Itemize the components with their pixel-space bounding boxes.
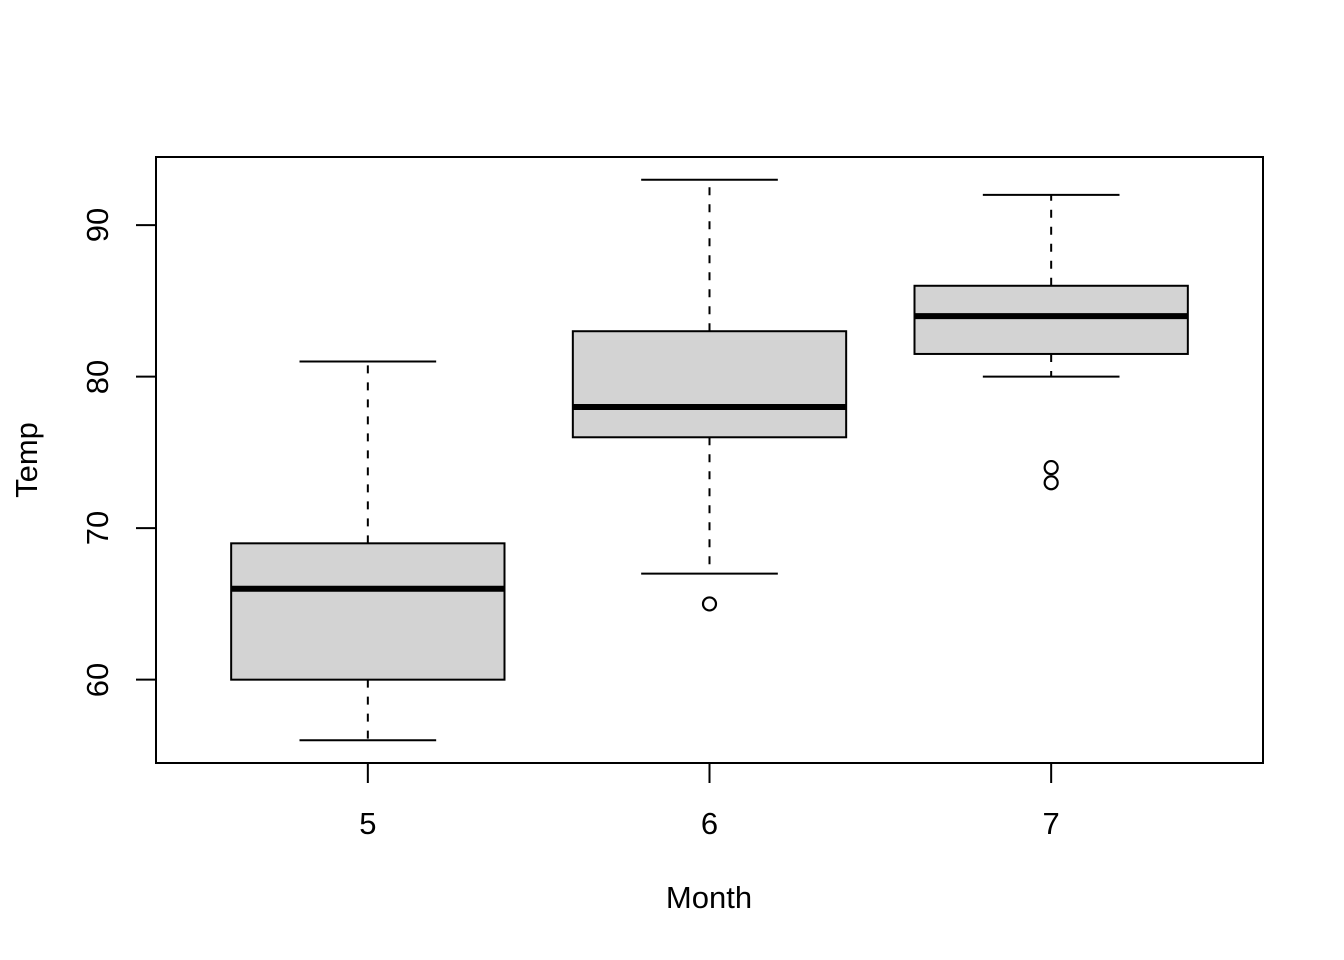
y-tick-label: 80 bbox=[80, 359, 115, 394]
box-rect bbox=[571, 330, 848, 439]
outlier-point bbox=[1043, 459, 1059, 476]
box-rect bbox=[230, 542, 506, 681]
y-axis-title: Temp bbox=[9, 422, 44, 498]
y-tick-label: 90 bbox=[80, 207, 115, 243]
plot-border bbox=[155, 156, 1264, 764]
x-tick-label: 7 bbox=[1042, 806, 1060, 841]
outlier-point bbox=[1043, 475, 1059, 491]
x-tick-label: 5 bbox=[359, 806, 377, 841]
x-axis-title: Month bbox=[665, 880, 753, 915]
x-tick-label: 6 bbox=[700, 806, 719, 841]
y-tick-label: 60 bbox=[80, 662, 115, 697]
y-tick-label: 70 bbox=[80, 510, 115, 546]
box-rect bbox=[913, 284, 1189, 355]
outlier-point bbox=[701, 596, 718, 612]
